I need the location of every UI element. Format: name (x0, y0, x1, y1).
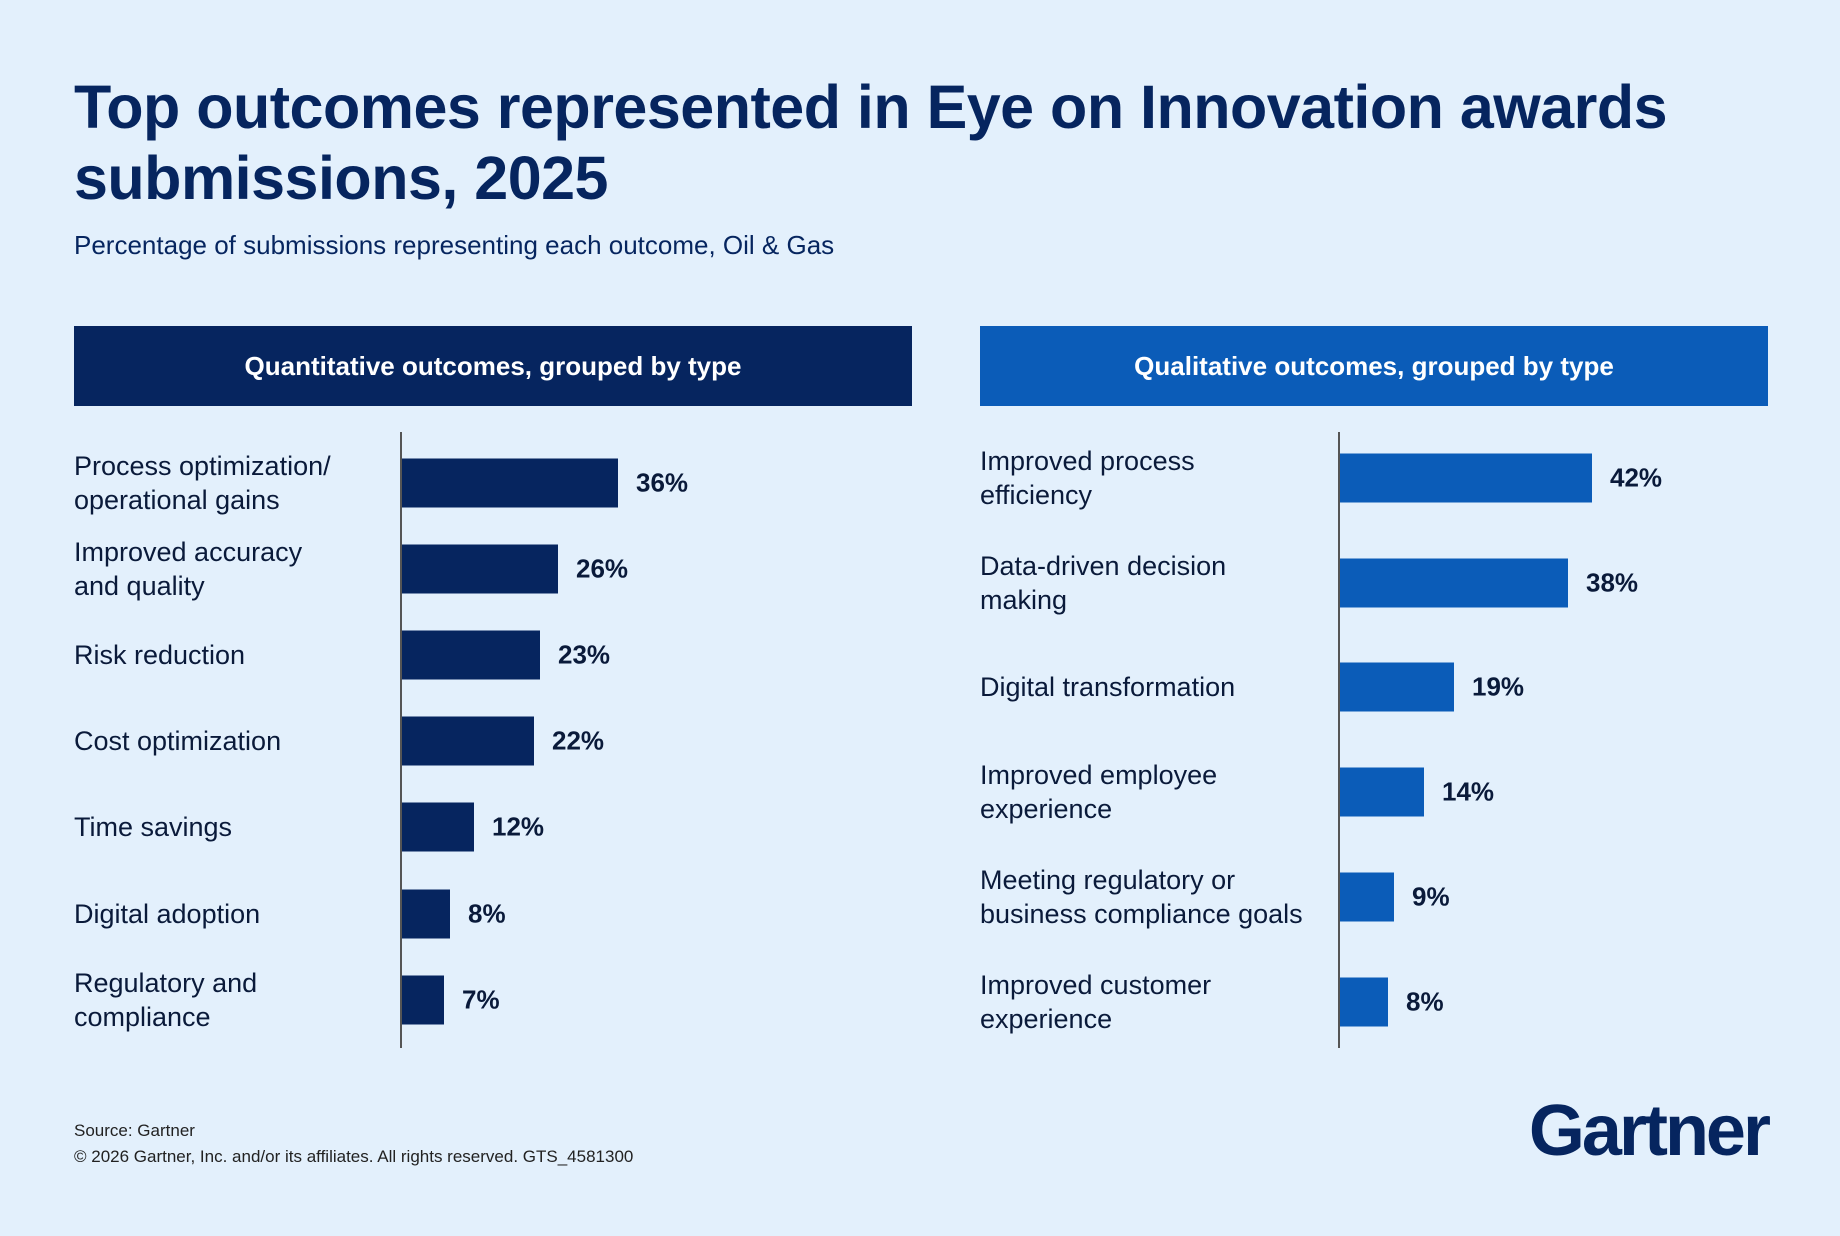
panel-header: Quantitative outcomes, grouped by type (74, 326, 912, 406)
title: Top outcomes represented in Eye on Innov… (74, 73, 1668, 212)
category-label: Improved process efficiency (980, 446, 1195, 510)
value-label: 8% (1406, 986, 1444, 1016)
category-label: Digital adoption (74, 898, 261, 929)
bar (402, 716, 534, 766)
value-label: 42% (1610, 462, 1663, 493)
bar (402, 630, 540, 680)
category-label: Regulatory and compliance (74, 967, 258, 1032)
value-label: 36% (636, 467, 689, 498)
axis-line (400, 432, 402, 1048)
bar (1340, 767, 1424, 817)
bar (402, 889, 450, 938)
bar (1340, 453, 1592, 503)
category-label: Digital transformation (980, 672, 1236, 703)
category-label: Improved accuracy and quality (74, 537, 303, 602)
category-label: Improved employee experience (980, 760, 1218, 825)
bar (1340, 558, 1568, 608)
category-label: Meeting regulatory or business complianc… (980, 864, 1303, 929)
category-label: Cost optimization (74, 726, 282, 757)
subtitle: Percentage of submissions representing e… (74, 230, 835, 260)
category-label: Risk reduction (74, 640, 246, 671)
value-label: 19% (1472, 671, 1525, 702)
value-label: 8% (468, 898, 506, 928)
category-label: Time savings (74, 812, 233, 843)
source: Source: Gartner (74, 1121, 195, 1140)
category-label: Data-driven decision making (980, 550, 1227, 615)
copyright: © 2026 Gartner, Inc. and/or its affiliat… (74, 1147, 634, 1166)
bar (1340, 977, 1388, 1026)
value-label: 9% (1412, 881, 1450, 912)
value-label: 22% (552, 725, 605, 756)
bar (402, 802, 474, 852)
axis-line (1338, 432, 1340, 1048)
bar (402, 458, 618, 508)
value-label: 26% (576, 553, 629, 584)
bar (402, 544, 558, 594)
value-label: 23% (558, 639, 611, 670)
value-label: 14% (1442, 776, 1495, 807)
bar (1340, 662, 1454, 712)
panel-header: Qualitative outcomes, grouped by type (980, 326, 1768, 406)
bar (1340, 872, 1394, 922)
value-label: 38% (1586, 567, 1639, 598)
category-label: Process optimization/ operational gains (74, 451, 331, 515)
bar (402, 975, 444, 1025)
category-label: Improved customer experience (980, 969, 1212, 1034)
logo: Gartner (1528, 1091, 1771, 1171)
value-label: 7% (462, 984, 500, 1015)
value-label: 12% (492, 811, 545, 842)
